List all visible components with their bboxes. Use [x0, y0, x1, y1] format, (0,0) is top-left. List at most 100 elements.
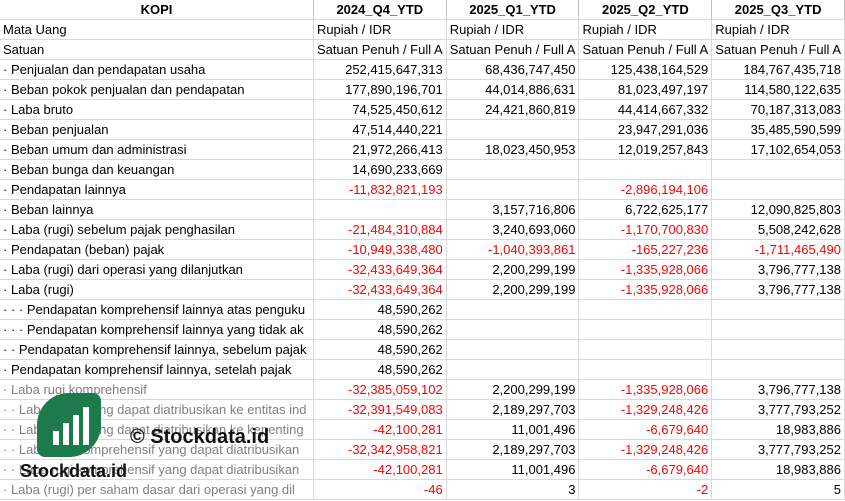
table-cell[interactable]: 11,001,496	[446, 459, 580, 480]
table-cell[interactable]	[711, 159, 845, 180]
table-cell[interactable]: Satuan Penuh / Full A	[711, 39, 845, 60]
table-cell[interactable]: 18,983,886	[711, 419, 845, 440]
table-cell[interactable]: 184,767,435,718	[711, 59, 845, 80]
table-cell[interactable]: -1,335,928,066	[578, 279, 713, 300]
header-period[interactable]: 2025_Q3_YTD	[711, 0, 845, 20]
table-cell[interactable]: -21,484,310,884	[313, 219, 447, 240]
table-cell[interactable]: Satuan Penuh / Full A	[578, 39, 713, 60]
table-cell[interactable]: -1,170,700,830	[578, 219, 713, 240]
table-cell[interactable]	[711, 339, 845, 360]
table-cell[interactable]: -1,329,248,426	[578, 439, 713, 460]
table-cell[interactable]: -32,391,549,083	[313, 399, 447, 420]
table-cell[interactable]: 252,415,647,313	[313, 59, 447, 80]
table-cell[interactable]: -165,227,236	[578, 239, 713, 260]
table-cell[interactable]: -1,040,393,861	[446, 239, 580, 260]
table-cell[interactable]: -10,949,338,480	[313, 239, 447, 260]
table-cell[interactable]: 35,485,590,599	[711, 119, 845, 140]
header-period[interactable]: 2025_Q2_YTD	[578, 0, 713, 20]
table-cell[interactable]: 3,796,777,138	[711, 259, 845, 280]
table-cell[interactable]: 81,023,497,197	[578, 79, 713, 100]
table-cell[interactable]: 18,023,450,953	[446, 139, 580, 160]
table-cell[interactable]: 5	[711, 479, 845, 500]
table-cell[interactable]: 17,102,654,053	[711, 139, 845, 160]
row-label[interactable]: · Beban pokok penjualan dan pendapatan	[0, 79, 314, 100]
table-cell[interactable]: Rupiah / IDR	[313, 19, 447, 40]
table-cell[interactable]: 12,090,825,803	[711, 199, 845, 220]
row-label[interactable]: · Beban penjualan	[0, 119, 314, 140]
table-cell[interactable]	[446, 159, 580, 180]
table-cell[interactable]: 47,514,440,221	[313, 119, 447, 140]
table-cell[interactable]: -6,679,640	[578, 419, 713, 440]
table-cell[interactable]: Rupiah / IDR	[711, 19, 845, 40]
table-cell[interactable]: 14,690,233,669	[313, 159, 447, 180]
row-label[interactable]: · Laba bruto	[0, 99, 314, 120]
table-cell[interactable]: 23,947,291,036	[578, 119, 713, 140]
row-label[interactable]: · · Laba (rugi) yang dapat diatribusikan…	[0, 419, 314, 440]
table-cell[interactable]: -1,711,465,490	[711, 239, 845, 260]
table-cell[interactable]	[578, 159, 713, 180]
table-cell[interactable]: 2,189,297,703	[446, 399, 580, 420]
table-cell[interactable]: 24,421,860,819	[446, 99, 580, 120]
row-label[interactable]: · Laba rugi komprehensif	[0, 379, 314, 400]
table-cell[interactable]: Rupiah / IDR	[446, 19, 580, 40]
table-cell[interactable]: 68,436,747,450	[446, 59, 580, 80]
row-label[interactable]: · Laba (rugi) dari operasi yang dilanjut…	[0, 259, 314, 280]
table-cell[interactable]: 6,722,625,177	[578, 199, 713, 220]
table-cell[interactable]: -32,385,059,102	[313, 379, 447, 400]
table-cell[interactable]: 3,796,777,138	[711, 279, 845, 300]
table-cell[interactable]: 5,508,242,628	[711, 219, 845, 240]
table-cell[interactable]	[578, 359, 713, 380]
row-label[interactable]: · Pendapatan (beban) pajak	[0, 239, 314, 260]
header-period[interactable]: 2024_Q4_YTD	[313, 0, 447, 20]
table-cell[interactable]: 21,972,266,413	[313, 139, 447, 160]
table-cell[interactable]: 2,200,299,199	[446, 279, 580, 300]
table-cell[interactable]	[446, 119, 580, 140]
table-cell[interactable]: 3	[446, 479, 580, 500]
table-cell[interactable]	[711, 319, 845, 340]
table-cell[interactable]: 2,200,299,199	[446, 259, 580, 280]
table-cell[interactable]: -11,832,821,193	[313, 179, 447, 200]
table-cell[interactable]: 2,200,299,199	[446, 379, 580, 400]
table-cell[interactable]	[711, 299, 845, 320]
table-cell[interactable]	[446, 359, 580, 380]
table-cell[interactable]: -6,679,640	[578, 459, 713, 480]
table-cell[interactable]: -42,100,281	[313, 419, 447, 440]
table-cell[interactable]: 48,590,262	[313, 339, 447, 360]
table-cell[interactable]	[578, 339, 713, 360]
table-cell[interactable]: -2	[578, 479, 713, 500]
table-cell[interactable]: 18,983,886	[711, 459, 845, 480]
row-label[interactable]: · Laba (rugi) per saham dasar dari opera…	[0, 479, 314, 500]
table-cell[interactable]: -1,335,928,066	[578, 379, 713, 400]
table-cell[interactable]: 12,019,257,843	[578, 139, 713, 160]
table-cell[interactable]: -1,335,928,066	[578, 259, 713, 280]
table-cell[interactable]: 125,438,164,529	[578, 59, 713, 80]
table-cell[interactable]: 70,187,313,083	[711, 99, 845, 120]
table-cell[interactable]: 48,590,262	[313, 359, 447, 380]
table-cell[interactable]: -1,329,248,426	[578, 399, 713, 420]
table-cell[interactable]	[446, 179, 580, 200]
row-label[interactable]: · · · Pendapatan komprehensif lainnya ya…	[0, 319, 314, 340]
table-cell[interactable]: -32,342,958,821	[313, 439, 447, 460]
table-cell[interactable]: 11,001,496	[446, 419, 580, 440]
table-cell[interactable]: Satuan Penuh / Full A	[313, 39, 447, 60]
row-label[interactable]: Satuan	[0, 39, 314, 60]
row-label[interactable]: · · Laba rugi komprehensif yang dapat di…	[0, 459, 314, 480]
table-cell[interactable]: 2,189,297,703	[446, 439, 580, 460]
table-cell[interactable]: Rupiah / IDR	[578, 19, 713, 40]
table-cell[interactable]: 3,777,793,252	[711, 399, 845, 420]
table-cell[interactable]: 48,590,262	[313, 319, 447, 340]
row-label[interactable]: Mata Uang	[0, 19, 314, 40]
row-label[interactable]: · Pendapatan komprehensif lainnya, setel…	[0, 359, 314, 380]
row-label[interactable]: · Pendapatan lainnya	[0, 179, 314, 200]
header-period[interactable]: 2025_Q1_YTD	[446, 0, 580, 20]
row-label[interactable]: · · Laba (rugi) yang dapat diatribusikan…	[0, 399, 314, 420]
table-cell[interactable]	[578, 299, 713, 320]
table-cell[interactable]	[446, 339, 580, 360]
table-cell[interactable]: -42,100,281	[313, 459, 447, 480]
table-cell[interactable]: 3,157,716,806	[446, 199, 580, 220]
row-label[interactable]: · · · Pendapatan komprehensif lainnya at…	[0, 299, 314, 320]
table-cell[interactable]: -32,433,649,364	[313, 279, 447, 300]
table-cell[interactable]: 44,414,667,332	[578, 99, 713, 120]
row-label[interactable]: · Penjualan dan pendapatan usaha	[0, 59, 314, 80]
row-label[interactable]: · Beban lainnya	[0, 199, 314, 220]
